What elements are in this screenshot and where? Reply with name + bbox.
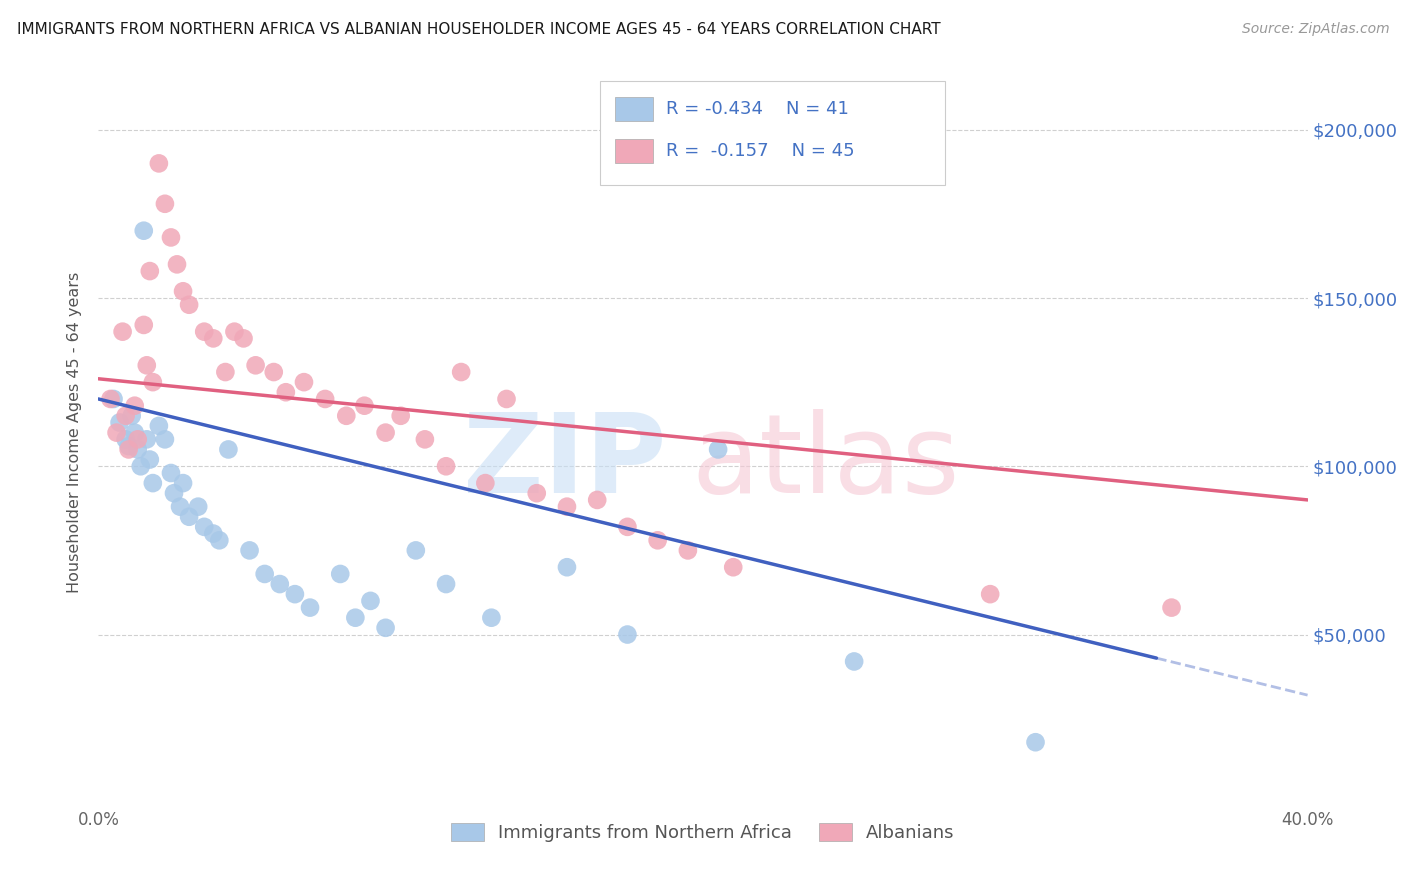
Point bbox=[187, 500, 209, 514]
Point bbox=[239, 543, 262, 558]
Point bbox=[224, 325, 246, 339]
Point bbox=[1024, 735, 1046, 749]
Point bbox=[474, 476, 496, 491]
Point bbox=[124, 399, 146, 413]
Point bbox=[127, 433, 149, 447]
Point bbox=[314, 392, 336, 406]
Text: R =  -0.157    N = 45: R = -0.157 N = 45 bbox=[665, 143, 853, 161]
Point bbox=[148, 418, 170, 433]
Point bbox=[389, 409, 412, 423]
Point bbox=[374, 425, 396, 440]
Point bbox=[360, 594, 382, 608]
Point bbox=[160, 230, 183, 244]
Point bbox=[274, 385, 297, 400]
Point bbox=[434, 577, 457, 591]
Point bbox=[100, 392, 122, 406]
Point bbox=[329, 566, 352, 581]
FancyBboxPatch shape bbox=[600, 81, 945, 185]
Point bbox=[217, 442, 239, 457]
Point bbox=[707, 442, 730, 457]
Point bbox=[208, 533, 231, 548]
Point bbox=[118, 442, 141, 457]
Point bbox=[166, 257, 188, 271]
Point bbox=[284, 587, 307, 601]
Point bbox=[135, 359, 157, 373]
Point bbox=[193, 325, 215, 339]
Point bbox=[450, 365, 472, 379]
Point bbox=[111, 325, 134, 339]
Point bbox=[555, 500, 578, 514]
Point bbox=[127, 442, 149, 457]
Point bbox=[616, 627, 638, 641]
Point bbox=[153, 196, 176, 211]
Point bbox=[108, 416, 131, 430]
Point bbox=[142, 476, 165, 491]
Point bbox=[124, 425, 146, 440]
Point bbox=[172, 285, 194, 299]
Point bbox=[299, 600, 322, 615]
Point bbox=[163, 486, 186, 500]
Point bbox=[413, 433, 436, 447]
Point bbox=[153, 433, 176, 447]
Text: Source: ZipAtlas.com: Source: ZipAtlas.com bbox=[1241, 22, 1389, 37]
Y-axis label: Householder Income Ages 45 - 64 years: Householder Income Ages 45 - 64 years bbox=[67, 272, 83, 593]
Point bbox=[335, 409, 357, 423]
Point bbox=[179, 509, 201, 524]
Point bbox=[263, 365, 285, 379]
FancyBboxPatch shape bbox=[614, 97, 654, 121]
Point bbox=[214, 365, 236, 379]
Point bbox=[979, 587, 1001, 601]
Point bbox=[142, 375, 165, 389]
Point bbox=[160, 466, 183, 480]
Point bbox=[139, 452, 162, 467]
Point bbox=[374, 621, 396, 635]
Point bbox=[129, 459, 152, 474]
Point bbox=[586, 492, 609, 507]
Point bbox=[481, 610, 503, 624]
Point bbox=[139, 264, 162, 278]
Point bbox=[292, 375, 315, 389]
Point bbox=[103, 392, 125, 406]
Point bbox=[723, 560, 745, 574]
Point bbox=[647, 533, 669, 548]
Point bbox=[616, 520, 638, 534]
Text: atlas: atlas bbox=[690, 409, 959, 516]
Point bbox=[202, 526, 225, 541]
Text: IMMIGRANTS FROM NORTHERN AFRICA VS ALBANIAN HOUSEHOLDER INCOME AGES 45 - 64 YEAR: IMMIGRANTS FROM NORTHERN AFRICA VS ALBAN… bbox=[17, 22, 941, 37]
Point bbox=[434, 459, 457, 474]
Point bbox=[193, 520, 215, 534]
Text: ZIP: ZIP bbox=[464, 409, 666, 516]
Point bbox=[169, 500, 191, 514]
Point bbox=[105, 425, 128, 440]
Point bbox=[844, 655, 866, 669]
Point bbox=[132, 224, 155, 238]
Point bbox=[253, 566, 276, 581]
Point bbox=[555, 560, 578, 574]
FancyBboxPatch shape bbox=[614, 139, 654, 163]
Point bbox=[245, 359, 267, 373]
Point bbox=[202, 331, 225, 345]
Point bbox=[405, 543, 427, 558]
Point bbox=[179, 298, 201, 312]
Point bbox=[172, 476, 194, 491]
Point bbox=[114, 433, 136, 447]
Text: R = -0.434    N = 41: R = -0.434 N = 41 bbox=[665, 100, 848, 118]
Point bbox=[135, 433, 157, 447]
Point bbox=[269, 577, 291, 591]
Point bbox=[344, 610, 367, 624]
Legend: Immigrants from Northern Africa, Albanians: Immigrants from Northern Africa, Albania… bbox=[444, 815, 962, 849]
Point bbox=[132, 318, 155, 332]
Point bbox=[676, 543, 699, 558]
Point bbox=[1160, 600, 1182, 615]
Point bbox=[353, 399, 375, 413]
Point bbox=[114, 409, 136, 423]
Point bbox=[121, 409, 143, 423]
Point bbox=[148, 156, 170, 170]
Point bbox=[118, 439, 141, 453]
Point bbox=[526, 486, 548, 500]
Point bbox=[232, 331, 254, 345]
Point bbox=[495, 392, 517, 406]
